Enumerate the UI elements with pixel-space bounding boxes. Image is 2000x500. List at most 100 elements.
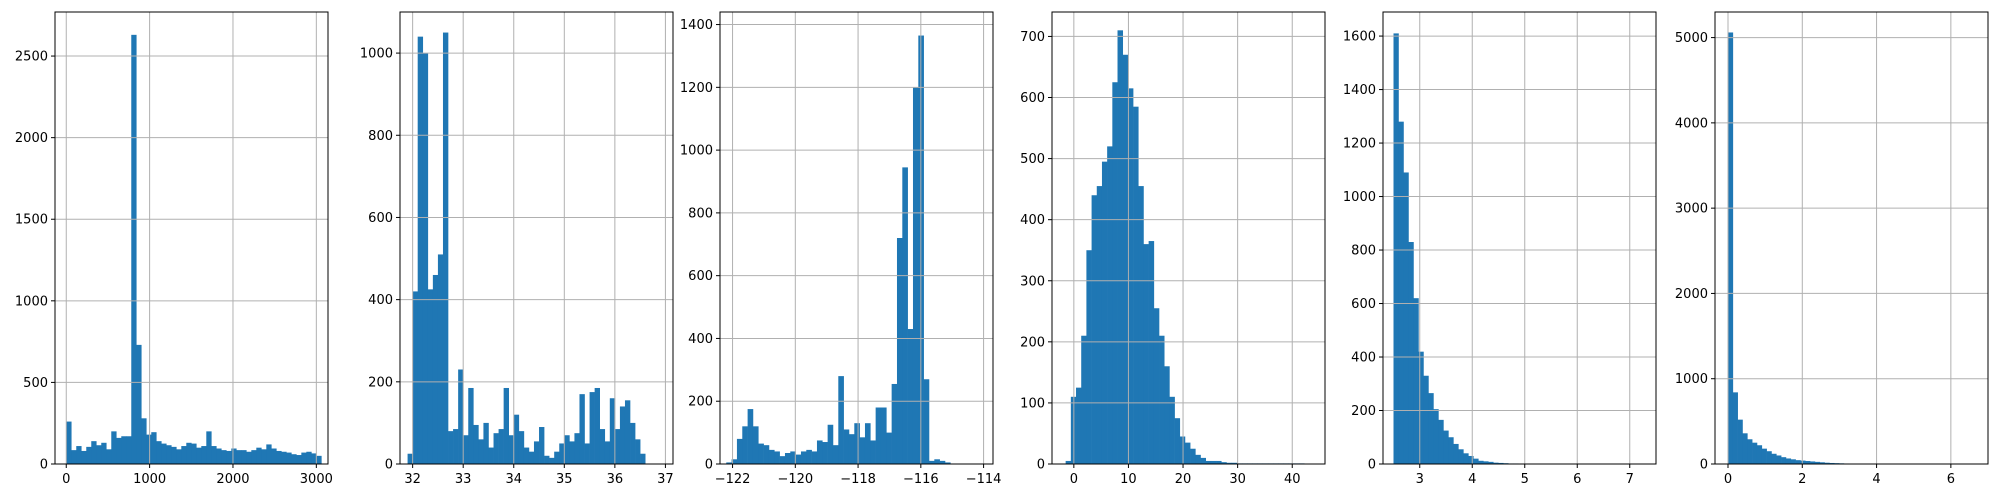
histogram-panel-2: 32 33 34 35 36 37 0 200 400 600 800 1000 (360, 11, 674, 487)
histogram-bar (407, 453, 413, 464)
axes-frame (1051, 11, 1326, 465)
histogram-bar (1122, 54, 1129, 464)
histogram-bar (1138, 186, 1144, 464)
histogram-bar (1117, 30, 1124, 464)
histogram-bar (206, 431, 212, 464)
histogram-bar (1814, 461, 1821, 464)
histogram-bar (1190, 448, 1196, 464)
histogram-bar (875, 407, 882, 464)
histogram-bar (539, 427, 545, 464)
histogram-bar (902, 167, 908, 465)
histogram-bar (736, 438, 743, 464)
y-tick-label: 400 (688, 332, 713, 347)
histogram-bar (554, 451, 560, 464)
histogram-bar (221, 450, 227, 464)
histogram-bar (1488, 461, 1494, 464)
histogram-bar (1174, 418, 1181, 464)
histogram-bar (934, 459, 940, 464)
histogram-bar (422, 53, 429, 465)
histogram-bar (116, 437, 122, 464)
histogram-bar (1810, 461, 1816, 464)
histogram-bar (1761, 448, 1767, 464)
histogram-panel-6: 0 2 4 6 0 1000 2000 3000 4000 5000 (1675, 11, 1989, 487)
histogram-bar (1210, 460, 1217, 464)
x-tick-label: 20 (1175, 472, 1192, 487)
histogram-bar (923, 379, 930, 464)
axes-frame (1382, 11, 1657, 465)
histogram-bar (784, 453, 791, 464)
y-tick-label: 200 (1351, 404, 1376, 419)
histogram-bar (870, 440, 876, 464)
histogram-bar (1433, 409, 1439, 464)
histogram-bar (246, 451, 252, 464)
y-tick-label: 400 (1351, 351, 1376, 366)
histogram-bar (1728, 32, 1734, 464)
histogram-bar (146, 434, 152, 464)
histogram-bar (66, 421, 72, 464)
histogram-bar (635, 439, 641, 464)
histogram-bar (156, 441, 162, 464)
histogram-bar (1096, 186, 1103, 464)
histogram-bar (216, 448, 222, 464)
histogram-bar (1463, 453, 1469, 464)
histogram-bar (121, 436, 127, 464)
histogram-bar (619, 406, 626, 464)
histogram-bar (306, 451, 312, 464)
histogram-bar (291, 454, 297, 464)
x-tick-label: 3000 (300, 472, 333, 487)
x-tick-label: 0 (62, 472, 70, 487)
histogram-bar (261, 449, 267, 464)
histogram-bar (1216, 460, 1222, 464)
histogram-bar (1747, 439, 1753, 464)
histogram-bar (518, 431, 525, 464)
y-tick-label: 2000 (1675, 287, 1708, 302)
histogram-bar (1805, 461, 1811, 464)
histogram-bar (191, 443, 197, 464)
histogram-bar (1771, 453, 1777, 464)
histogram-bar (458, 369, 464, 464)
x-tick-label: 33 (455, 472, 472, 487)
histogram-panel-3: −122 −120 −118 −116 −114 0 200 400 600 800 1000 120… (680, 11, 1001, 487)
histogram-bar (939, 460, 946, 464)
histogram-bar (1423, 375, 1429, 464)
histogram-bar (1179, 436, 1186, 464)
histogram-bar (533, 441, 540, 464)
histogram-bar (886, 432, 892, 464)
histogram-bar (281, 451, 287, 464)
y-tick-label: 600 (368, 211, 393, 226)
y-tick-label: 500 (23, 376, 48, 391)
histogram-bar (1393, 33, 1399, 465)
histogram-bar (106, 449, 112, 464)
histogram-bar (790, 451, 796, 464)
histogram-bar (111, 431, 117, 464)
histogram-bar (1164, 366, 1170, 464)
histogram-bar (1091, 195, 1098, 465)
histogram-bar (726, 462, 732, 464)
histogram-bar (468, 387, 474, 464)
histogram-bar (1453, 443, 1459, 464)
histogram-bar (907, 329, 914, 464)
axes-frame (719, 11, 994, 465)
histogram-bar (859, 437, 866, 464)
y-tick-label: 1000 (1343, 190, 1376, 205)
histogram-bar (1829, 462, 1835, 464)
histogram-bar (758, 443, 764, 464)
histogram-bar (1169, 396, 1175, 464)
histogram-bar (211, 446, 217, 464)
histogram-bar (1756, 445, 1763, 464)
x-tick-label: 30 (1229, 472, 1246, 487)
x-tick-label: 4 (1872, 472, 1880, 487)
x-tick-label: 36 (607, 472, 624, 487)
histogram-bar (478, 439, 484, 464)
histogram-bar (76, 446, 82, 464)
y-tick-label: 4000 (1675, 116, 1708, 131)
y-tick-label: 600 (1020, 91, 1045, 106)
y-tick-label: 1500 (15, 213, 48, 228)
y-tick-label: 200 (688, 395, 713, 410)
y-tick-label: 700 (1020, 30, 1045, 45)
histogram-bar (1742, 433, 1748, 464)
histogram-bar (1127, 88, 1134, 464)
y-tick-label: 0 (1037, 458, 1045, 473)
x-tick-label: 2 (1798, 472, 1806, 487)
histogram-bar (523, 447, 530, 464)
